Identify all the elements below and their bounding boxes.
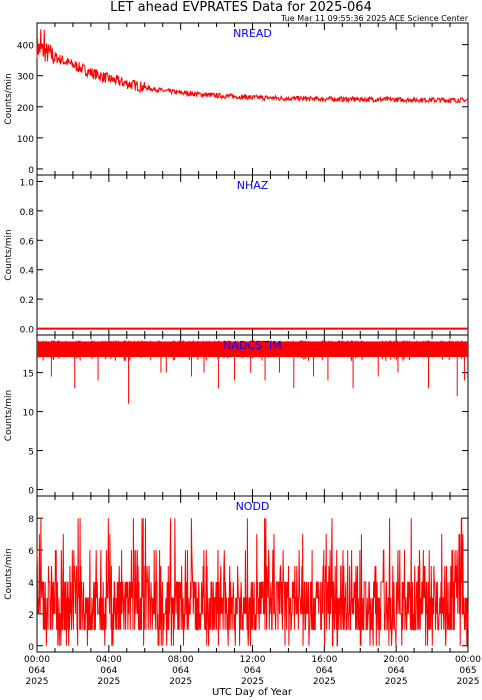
- x-tick-label-doy: 064: [244, 666, 261, 676]
- panel-nhaz: 0.0 0.2 0.4 0.6 0.8 1.0 Counts/min NHAZ: [4, 174, 469, 336]
- y-tick-label: 0.8: [20, 208, 35, 218]
- y-tick-label: 0.0: [20, 326, 35, 336]
- y-tick-label: 6: [28, 547, 34, 557]
- x-tick-label-doy: 064: [172, 666, 189, 676]
- x-axis-label: UTC Day of Year: [212, 687, 293, 698]
- y-tick-label: 200: [17, 104, 34, 114]
- y-tick-label: 0.6: [20, 237, 35, 247]
- series-line-nodd: [36, 517, 469, 647]
- y-tick-label: 4: [28, 579, 34, 589]
- x-tick-label-time: 20:00: [383, 655, 409, 665]
- x-tick-label-time: 00:00: [24, 655, 50, 665]
- y-tick-label: 400: [17, 42, 34, 52]
- y-tick-label: 0.4: [20, 267, 35, 277]
- panel-label-nhaz: NHAZ: [237, 179, 269, 192]
- x-tick-label-doy: 064: [100, 666, 117, 676]
- x-tick-label-year: 2025: [385, 677, 408, 687]
- y-tick-label: 0: [28, 166, 34, 176]
- y-tick-label: 5: [28, 448, 34, 458]
- x-tick-label-time: 08:00: [168, 655, 194, 665]
- panels-group: 0100200300400Counts/minNREAD0.00.20.40.6…: [4, 22, 469, 653]
- panel-label-nadcstim: NADCSTIM: [223, 339, 281, 352]
- y-tick-label: 0: [28, 643, 34, 653]
- x-tick-label-year: 2025: [241, 677, 264, 687]
- x-tick-label-doy: 064: [388, 666, 405, 676]
- x-tick-label-year: 2025: [313, 677, 336, 687]
- x-tick-label-year: 2025: [97, 677, 120, 687]
- y-tick-label: 15: [23, 370, 34, 380]
- panel-label-nodd: NODD: [236, 500, 270, 513]
- panel-nodd: 0 2 4 6 8 Counts/min NODD: [4, 495, 469, 653]
- y-axis-label: Counts/min: [4, 229, 14, 280]
- y-tick-label: 0.2: [20, 296, 34, 306]
- y-tick-label: 100: [17, 135, 34, 145]
- x-tick-label-time: 16:00: [311, 655, 337, 665]
- panel-label-nread: NREAD: [233, 27, 272, 40]
- y-axis-label: Counts/min: [4, 390, 14, 441]
- panel-nadcstim: 0 5 10 15 Counts/min NADCSTIM: [4, 334, 469, 497]
- x-tick-label-doy: 064: [28, 666, 45, 676]
- y-axis-label: Counts/min: [4, 73, 14, 124]
- y-tick-label: 8: [28, 515, 34, 525]
- x-tick-label-doy: 064: [316, 666, 333, 676]
- x-tick-label-time: 00:00: [455, 655, 481, 665]
- series-line-nread: [36, 29, 469, 105]
- chart-title: LET ahead EVPRATES Data for 2025-064: [110, 0, 372, 15]
- y-tick-label: 1.0: [20, 178, 35, 188]
- x-tick-label-year: 2025: [169, 677, 192, 687]
- y-tick-label: 300: [17, 73, 34, 83]
- x-axis-labels: 00:00064202504:00064202508:00064202512:0…: [24, 655, 481, 687]
- x-tick-label-time: 04:00: [96, 655, 122, 665]
- y-tick-label: 10: [23, 409, 35, 419]
- x-tick-label-time: 12:00: [240, 655, 266, 665]
- x-tick-label-year: 2025: [457, 677, 480, 687]
- chart-subtitle: Tue Mar 11 09:55:36 2025 ACE Science Cen…: [280, 14, 469, 23]
- panel-frame: [36, 174, 469, 336]
- y-tick-label: 0: [28, 487, 34, 497]
- y-tick-label: 2: [28, 611, 34, 621]
- x-tick-label-year: 2025: [26, 677, 49, 687]
- x-tick-label-doy: 065: [459, 666, 476, 676]
- y-axis-label: Counts/min: [4, 548, 14, 599]
- panel-nread: 0 100 200 300 400 Counts/min NREAD: [4, 22, 469, 176]
